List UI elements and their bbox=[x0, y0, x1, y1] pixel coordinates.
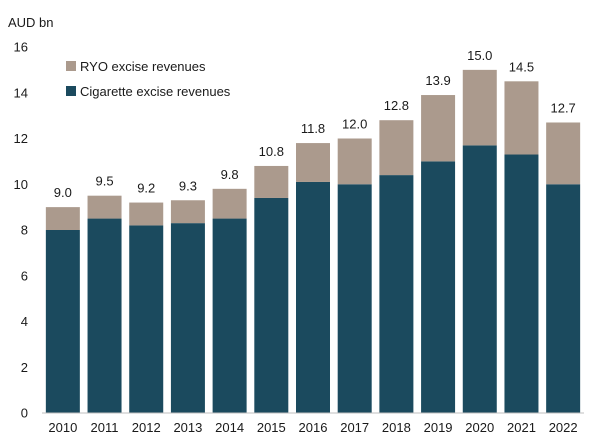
y-tick-label: 10 bbox=[14, 177, 28, 192]
bar-segment-cigarette bbox=[379, 175, 414, 413]
bar-segment-cigarette bbox=[296, 181, 330, 413]
bar-segment-ryo bbox=[462, 69, 497, 146]
y-tick-label: 12 bbox=[14, 131, 28, 146]
legend-label: RYO excise revenues bbox=[80, 59, 206, 74]
bar-segment-ryo bbox=[337, 138, 372, 185]
bar-segment-ryo bbox=[212, 188, 247, 219]
bar-total-label: 9.8 bbox=[221, 167, 239, 182]
x-tick-label: 2016 bbox=[299, 420, 328, 435]
bar-segment-ryo bbox=[254, 165, 289, 198]
y-tick-label: 6 bbox=[21, 268, 28, 283]
bar-segment-cigarette bbox=[254, 197, 289, 413]
bar-segment-cigarette bbox=[421, 161, 456, 413]
bar-segment-cigarette bbox=[462, 145, 497, 414]
x-tick-label: 2022 bbox=[549, 420, 578, 435]
bar-segment-ryo bbox=[421, 95, 456, 162]
x-tick-label: 2017 bbox=[340, 420, 369, 435]
x-tick-label: 2015 bbox=[257, 420, 286, 435]
bar-total-label: 13.9 bbox=[425, 73, 450, 88]
x-tick-label: 2018 bbox=[382, 420, 411, 435]
bar-segment-cigarette bbox=[546, 184, 581, 413]
bar-total-label: 12.7 bbox=[550, 100, 575, 115]
bar-segment-cigarette bbox=[212, 218, 247, 413]
bar-segment-cigarette bbox=[337, 184, 372, 413]
x-tick-label: 2020 bbox=[465, 420, 494, 435]
bar-total-label: 9.2 bbox=[137, 181, 155, 196]
bar-total-label: 9.0 bbox=[54, 185, 72, 200]
bar-total-label: 15.0 bbox=[467, 48, 492, 63]
x-tick-label: 2010 bbox=[48, 420, 77, 435]
x-tick-label: 2013 bbox=[173, 420, 202, 435]
y-axis-unit-label: AUD bn bbox=[8, 15, 54, 30]
bar-segment-ryo bbox=[296, 143, 330, 182]
bar-total-label: 9.3 bbox=[179, 178, 197, 193]
bar-total-label: 10.8 bbox=[259, 144, 284, 159]
bar-total-label: 12.0 bbox=[342, 117, 367, 132]
legend-swatch bbox=[66, 61, 76, 71]
x-tick-label: 2014 bbox=[215, 420, 244, 435]
x-tick-label: 2012 bbox=[132, 420, 161, 435]
bar-total-label: 11.8 bbox=[301, 121, 325, 136]
bar-segment-ryo bbox=[87, 195, 122, 219]
bar-segment-cigarette bbox=[504, 154, 539, 413]
bar-segment-ryo bbox=[129, 202, 164, 226]
bar-segment-ryo bbox=[546, 122, 581, 185]
x-tick-label: 2021 bbox=[507, 420, 536, 435]
y-tick-label: 16 bbox=[14, 40, 28, 55]
bar-total-label: 12.8 bbox=[384, 98, 409, 113]
x-tick-label: 2011 bbox=[91, 420, 119, 435]
y-tick-label: 14 bbox=[14, 85, 28, 100]
y-tick-label: 2 bbox=[21, 360, 28, 375]
bar-segment-cigarette bbox=[87, 218, 122, 413]
y-tick-label: 4 bbox=[21, 314, 28, 329]
bar-segment-ryo bbox=[45, 207, 80, 230]
y-tick-label: 0 bbox=[21, 406, 28, 421]
y-tick-label: 8 bbox=[21, 223, 28, 238]
bar-segment-ryo bbox=[504, 81, 539, 155]
bar-segment-cigarette bbox=[129, 225, 164, 413]
bar-segment-cigarette bbox=[45, 230, 80, 413]
bar-segment-ryo bbox=[379, 120, 414, 176]
bar-segment-ryo bbox=[170, 200, 205, 224]
bar-total-label: 9.5 bbox=[95, 174, 113, 189]
legend-label: Cigarette excise revenues bbox=[80, 84, 231, 99]
x-tick-label: 2019 bbox=[424, 420, 453, 435]
bar-segment-cigarette bbox=[170, 223, 205, 413]
legend-swatch bbox=[66, 86, 76, 96]
bar-total-label: 14.5 bbox=[509, 59, 534, 74]
